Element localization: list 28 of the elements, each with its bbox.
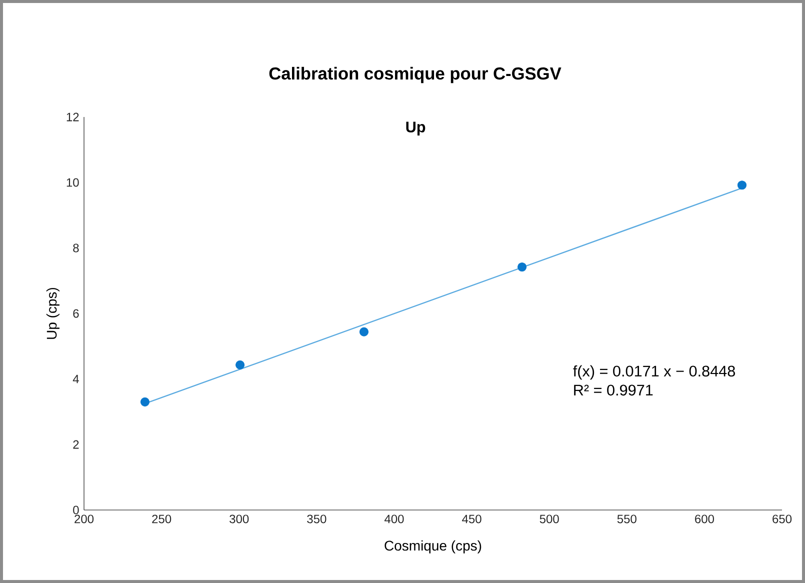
x-tick-label: 350: [307, 514, 326, 524]
y-tick-label: 2: [73, 440, 79, 449]
point: [236, 360, 245, 370]
y-tick-label: 6: [73, 309, 79, 318]
y-tick-label: 8: [73, 244, 79, 252]
x-tick-label: 550: [617, 514, 636, 524]
x-axis-title: Cosmique (cps): [384, 540, 482, 554]
point: [737, 180, 747, 190]
point: [359, 327, 369, 336]
point: [140, 397, 150, 406]
x-tick-label: 650: [772, 514, 792, 524]
x-tick-label: 400: [384, 514, 404, 524]
y-tick-label: 12: [66, 112, 79, 122]
point: [518, 262, 527, 272]
annotation: R² = 0.9971: [574, 384, 653, 396]
y-tick-label: 4: [72, 374, 79, 384]
y-tick-label: 10: [66, 178, 79, 187]
x-tick-label: 500: [540, 514, 559, 524]
x-tick-label: 200: [74, 514, 94, 524]
x-tick-label: 600: [695, 514, 714, 524]
x-tick-label: 250: [152, 514, 172, 524]
chart-subtitle: Up: [406, 122, 426, 136]
annotation: f(x) = 0.0171 x − 0.8448: [573, 365, 735, 380]
chart-title: Calibration cosmique pour C-GSGV: [269, 66, 562, 84]
x-tick-label: 450: [462, 514, 482, 524]
y-axis-title: Up (cps): [46, 288, 60, 339]
x-tick-label: 300: [230, 514, 249, 524]
y-tick-label: 0: [73, 506, 79, 514]
